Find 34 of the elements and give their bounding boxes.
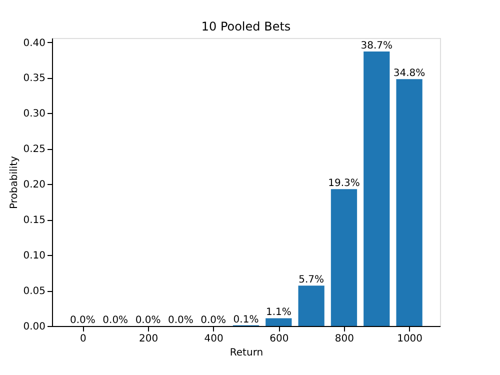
data-label: 0.0%: [70, 315, 96, 326]
y-tick-label: 0.05: [23, 286, 46, 298]
y-tick-label: 0.10: [23, 250, 46, 262]
data-label: 0.0%: [135, 315, 161, 326]
data-label: 38.7%: [360, 40, 393, 52]
data-label: 0.0%: [200, 315, 226, 326]
chart-title: 10 Pooled Bets: [201, 19, 291, 34]
data-label: 0.0%: [168, 315, 194, 326]
data-label: 19.3%: [328, 178, 360, 190]
bar: [330, 189, 358, 326]
data-label: 1.1%: [266, 307, 292, 318]
y-tick-label: 0.20: [23, 180, 46, 191]
y-tick-label: 0.30: [23, 108, 46, 120]
y-tick-label: 0.35: [23, 73, 46, 84]
x-tick-label: 800: [334, 334, 354, 344]
y-axis-title: Probability: [9, 156, 20, 209]
bar: [266, 318, 292, 326]
bar: [298, 286, 324, 326]
bar: [364, 51, 390, 326]
x-tick-label: 600: [270, 334, 289, 344]
y-tick-label: 0.00: [23, 322, 46, 332]
x-tick-label: 0: [80, 334, 86, 344]
y-tick-label: 0.25: [23, 144, 46, 156]
x-tick-label: 1000: [397, 334, 423, 344]
data-label: 5.7%: [298, 274, 324, 286]
data-label: 0.0%: [102, 315, 128, 326]
x-tick-label: 200: [138, 334, 158, 344]
x-axis-title: Return: [230, 348, 264, 358]
y-tick-label: 0.40: [23, 38, 46, 49]
data-label: 34.8%: [393, 68, 426, 80]
x-tick-label: 400: [204, 334, 224, 344]
bar: [396, 79, 422, 326]
data-label: 0.1%: [233, 314, 259, 326]
y-tick-label: 0.15: [23, 215, 46, 226]
